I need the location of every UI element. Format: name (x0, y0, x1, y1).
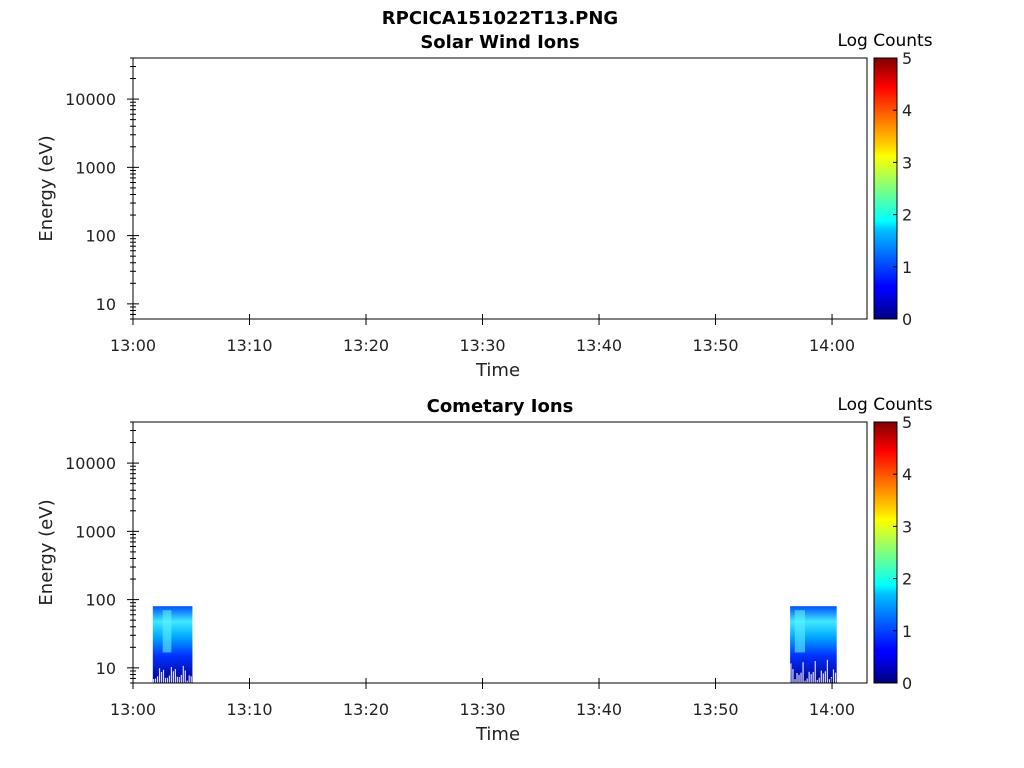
y-tick-label: 100 (85, 591, 116, 610)
y-tick-label: 10 (96, 659, 116, 678)
x-tick-label: 14:00 (809, 700, 855, 719)
colorbar-tick-label: 4 (902, 465, 912, 484)
colorbar-tick-label: 3 (902, 153, 912, 172)
x-tick-label: 13:20 (343, 336, 389, 355)
x-tick-label: 14:00 (809, 336, 855, 355)
x-tick-label: 13:10 (226, 336, 272, 355)
y-tick-label: 100 (85, 227, 116, 246)
colorbar-tick-label: 0 (902, 310, 912, 329)
x-tick-label: 13:00 (110, 336, 156, 355)
colorbar-tick-label: 2 (902, 206, 912, 225)
x-tick-label: 13:40 (576, 700, 622, 719)
spectrogram-block (152, 606, 193, 683)
plot-frame (132, 57, 868, 320)
colorbar-tick-label: 1 (902, 258, 912, 277)
colorbar-label: Log Counts (837, 395, 932, 415)
colorbar-tick-label: 1 (902, 622, 912, 641)
colorbar-tick-label: 2 (902, 570, 912, 589)
y-tick-label: 1000 (75, 522, 116, 541)
x-tick-label: 13:20 (343, 700, 389, 719)
y-axis-label: Energy (eV) (36, 499, 57, 605)
x-tick-label: 13:00 (110, 700, 156, 719)
x-axis-label: Time (475, 724, 520, 745)
spectrogram-block (790, 606, 837, 683)
y-tick-label: 1000 (75, 158, 116, 177)
x-tick-label: 13:40 (576, 336, 622, 355)
x-tick-label: 13:10 (226, 700, 272, 719)
y-axis-label: Energy (eV) (36, 135, 57, 241)
colorbar-tick-label: 3 (902, 517, 912, 536)
colorbar-tick-label: 0 (902, 674, 912, 693)
plot-frame (132, 421, 868, 684)
x-tick-label: 13:50 (692, 700, 738, 719)
y-tick-label: 10000 (65, 90, 116, 109)
panel-title: Solar Wind Ions (420, 32, 579, 53)
colorbar-tick-label: 5 (902, 49, 912, 68)
x-axis-label: Time (475, 360, 520, 381)
panel-title: Cometary Ions (427, 396, 574, 417)
colorbar-tick-label: 5 (902, 413, 912, 432)
x-tick-label: 13:30 (459, 336, 505, 355)
x-tick-label: 13:50 (692, 336, 738, 355)
colorbar-tick-label: 4 (902, 101, 912, 120)
x-tick-label: 13:30 (459, 700, 505, 719)
y-tick-label: 10 (96, 295, 116, 314)
colorbar-label: Log Counts (837, 31, 932, 51)
figure-title: RPCICA151022T13.PNG (382, 8, 618, 29)
y-tick-label: 10000 (65, 454, 116, 473)
